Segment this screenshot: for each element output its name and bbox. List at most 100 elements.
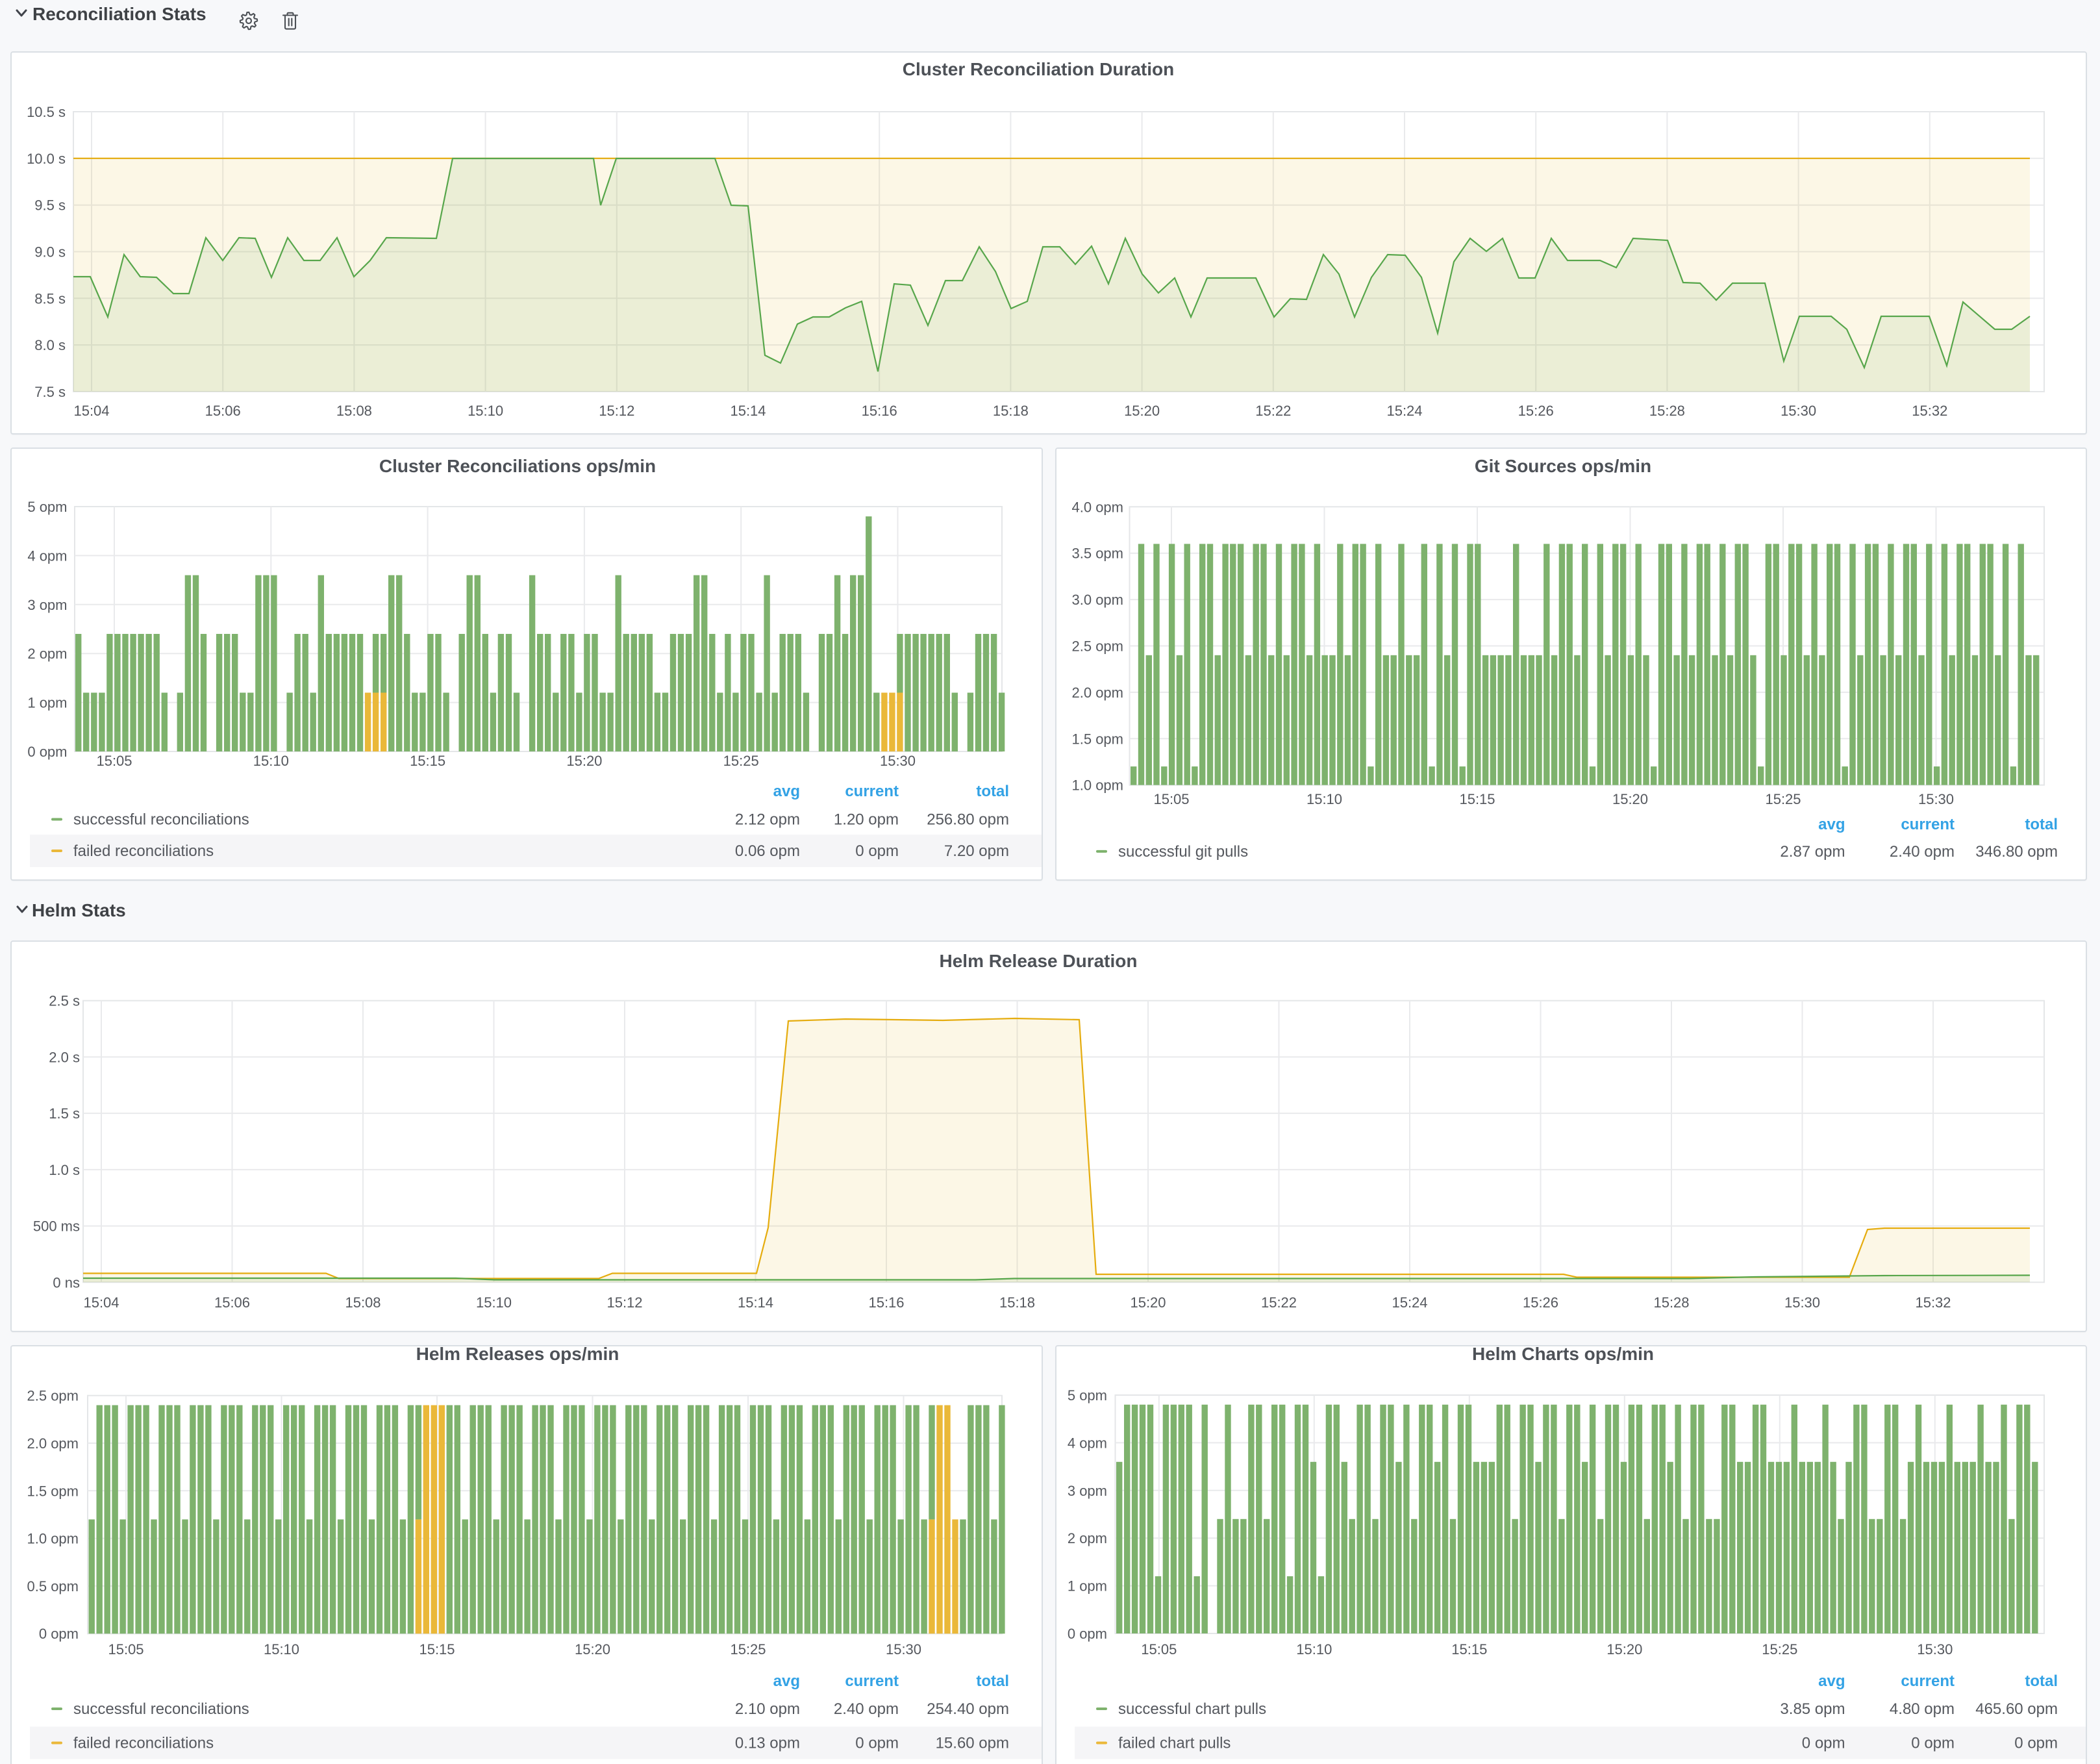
svg-text:0 ns: 0 ns — [53, 1274, 80, 1291]
svg-text:0 opm: 0 opm — [855, 1735, 899, 1752]
svg-text:2.40 opm: 2.40 opm — [834, 1700, 899, 1718]
svg-text:15:16: 15:16 — [862, 403, 897, 419]
svg-text:total: total — [976, 1672, 1009, 1690]
svg-text:9.0 s: 9.0 s — [34, 244, 66, 260]
svg-text:15:18: 15:18 — [993, 403, 1029, 419]
svg-text:15:28: 15:28 — [1653, 1294, 1689, 1311]
svg-text:465.60 opm: 465.60 opm — [1975, 1700, 2058, 1718]
svg-text:failed chart pulls: failed chart pulls — [1118, 1735, 1231, 1752]
svg-text:2.87 opm: 2.87 opm — [1780, 843, 1845, 861]
svg-text:15:15: 15:15 — [410, 753, 445, 769]
svg-text:3.85 opm: 3.85 opm — [1780, 1700, 1845, 1718]
svg-text:15:12: 15:12 — [606, 1294, 642, 1311]
svg-text:1 opm: 1 opm — [1068, 1578, 1107, 1594]
svg-text:0 opm: 0 opm — [2014, 1735, 2058, 1752]
svg-text:15:05: 15:05 — [1141, 1641, 1177, 1657]
svg-text:15:08: 15:08 — [336, 403, 372, 419]
svg-text:1.5 opm: 1.5 opm — [1072, 731, 1124, 747]
svg-text:8.0 s: 8.0 s — [34, 337, 66, 353]
svg-text:1.5 s: 1.5 s — [49, 1105, 80, 1122]
svg-text:15:30: 15:30 — [880, 753, 916, 769]
svg-text:15:25: 15:25 — [730, 1641, 766, 1657]
svg-text:15:25: 15:25 — [1762, 1641, 1797, 1657]
svg-text:8.5 s: 8.5 s — [34, 290, 66, 307]
svg-text:Cluster Reconciliation Duratio: Cluster Reconciliation Duration — [903, 59, 1175, 79]
svg-text:1.0 opm: 1.0 opm — [1072, 777, 1124, 794]
svg-text:2.0 opm: 2.0 opm — [27, 1435, 79, 1452]
svg-text:15:20: 15:20 — [1606, 1641, 1642, 1657]
svg-text:0 opm: 0 opm — [27, 744, 67, 760]
svg-text:15:20: 15:20 — [566, 753, 602, 769]
svg-text:failed reconciliations: failed reconciliations — [73, 842, 214, 860]
svg-text:2 opm: 2 opm — [27, 646, 67, 662]
svg-text:5 opm: 5 opm — [1068, 1387, 1107, 1404]
svg-text:current: current — [845, 1672, 899, 1690]
svg-text:2.5 opm: 2.5 opm — [1072, 638, 1124, 655]
svg-text:0 opm: 0 opm — [1911, 1735, 1955, 1752]
svg-text:successful reconciliations: successful reconciliations — [73, 1700, 249, 1718]
svg-text:10.5 s: 10.5 s — [27, 104, 66, 120]
svg-text:15.60 opm: 15.60 opm — [936, 1735, 1009, 1752]
svg-text:2.40 opm: 2.40 opm — [1890, 843, 1955, 861]
svg-text:15:30: 15:30 — [1917, 1641, 1953, 1657]
svg-text:2.10 opm: 2.10 opm — [735, 1700, 800, 1718]
svg-text:1.5 opm: 1.5 opm — [27, 1483, 79, 1499]
svg-text:Helm Release Duration: Helm Release Duration — [940, 951, 1138, 971]
svg-text:avg: avg — [773, 1672, 800, 1690]
svg-text:15:25: 15:25 — [1765, 791, 1801, 807]
svg-text:15:30: 15:30 — [1918, 791, 1954, 807]
svg-text:15:22: 15:22 — [1261, 1294, 1297, 1311]
svg-text:current: current — [1901, 816, 1955, 833]
svg-text:15:26: 15:26 — [1518, 403, 1554, 419]
svg-text:2.5 s: 2.5 s — [49, 993, 80, 1009]
svg-text:15:15: 15:15 — [1459, 791, 1495, 807]
svg-text:256.80 opm: 256.80 opm — [927, 811, 1009, 829]
svg-text:15:04: 15:04 — [83, 1294, 119, 1311]
svg-text:Git Sources ops/min: Git Sources ops/min — [1475, 456, 1651, 476]
svg-text:15:30: 15:30 — [1784, 1294, 1820, 1311]
svg-text:15:30: 15:30 — [886, 1641, 921, 1657]
svg-text:15:24: 15:24 — [1392, 1294, 1427, 1311]
svg-text:15:10: 15:10 — [264, 1641, 299, 1657]
svg-text:15:20: 15:20 — [575, 1641, 610, 1657]
svg-text:4 opm: 4 opm — [27, 548, 67, 564]
svg-text:15:18: 15:18 — [999, 1294, 1035, 1311]
svg-text:0.5 opm: 0.5 opm — [27, 1578, 79, 1594]
svg-text:7.20 opm: 7.20 opm — [944, 842, 1009, 860]
svg-text:total: total — [2025, 816, 2058, 833]
svg-text:15:06: 15:06 — [214, 1294, 250, 1311]
svg-text:current: current — [1901, 1672, 1955, 1690]
svg-text:avg: avg — [1818, 1672, 1845, 1690]
svg-text:15:10: 15:10 — [476, 1294, 512, 1311]
svg-text:15:05: 15:05 — [108, 1641, 144, 1657]
svg-text:15:15: 15:15 — [419, 1641, 455, 1657]
svg-text:4.80 opm: 4.80 opm — [1890, 1700, 1955, 1718]
svg-text:15:15: 15:15 — [1451, 1641, 1487, 1657]
svg-text:3 opm: 3 opm — [27, 597, 67, 613]
svg-text:15:06: 15:06 — [205, 403, 241, 419]
svg-text:15:32: 15:32 — [1915, 1294, 1951, 1311]
svg-text:successful chart pulls: successful chart pulls — [1118, 1700, 1266, 1718]
svg-text:total: total — [976, 783, 1009, 800]
svg-text:3.5 opm: 3.5 opm — [1072, 546, 1124, 562]
svg-text:15:14: 15:14 — [730, 403, 766, 419]
svg-text:1.0 opm: 1.0 opm — [27, 1531, 79, 1547]
svg-text:current: current — [845, 783, 899, 800]
svg-text:9.5 s: 9.5 s — [34, 197, 66, 214]
svg-text:0 opm: 0 opm — [1068, 1626, 1107, 1642]
svg-text:avg: avg — [1818, 816, 1845, 833]
svg-text:total: total — [2025, 1672, 2058, 1690]
svg-text:4.0 opm: 4.0 opm — [1072, 499, 1124, 515]
svg-text:1.0 s: 1.0 s — [49, 1162, 80, 1178]
svg-text:2 opm: 2 opm — [1068, 1530, 1107, 1546]
svg-text:2.0 opm: 2.0 opm — [1072, 685, 1124, 701]
svg-text:254.40 opm: 254.40 opm — [927, 1700, 1009, 1718]
svg-text:15:28: 15:28 — [1649, 403, 1685, 419]
svg-text:7.5 s: 7.5 s — [34, 384, 66, 400]
svg-text:15:04: 15:04 — [73, 403, 109, 419]
svg-text:15:22: 15:22 — [1255, 403, 1291, 419]
svg-text:15:20: 15:20 — [1130, 1294, 1166, 1311]
svg-text:2.12 opm: 2.12 opm — [735, 811, 800, 829]
svg-text:15:05: 15:05 — [96, 753, 132, 769]
svg-text:0 opm: 0 opm — [39, 1626, 79, 1642]
